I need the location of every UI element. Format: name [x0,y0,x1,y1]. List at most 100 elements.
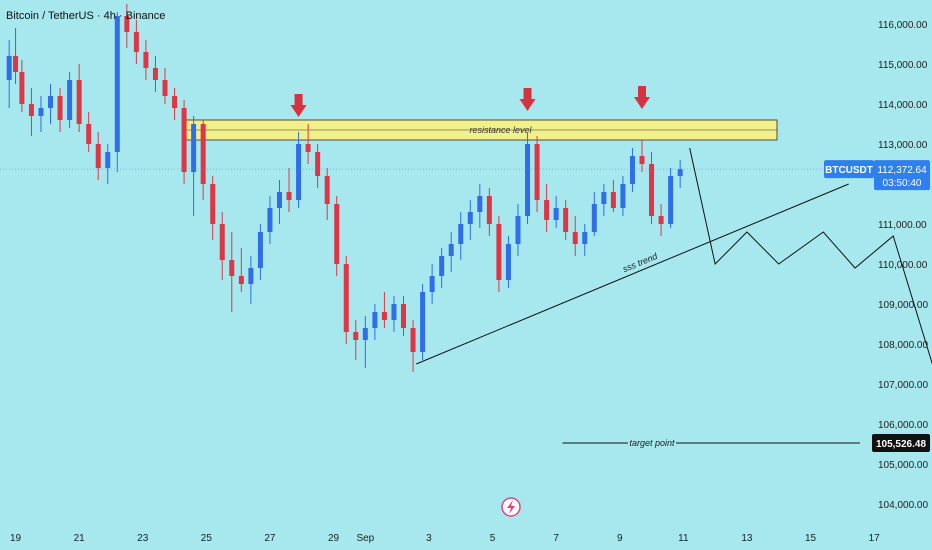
time-tick-label[interactable]: 5 [490,533,496,544]
symbol-tag-text: BTCUSDT [825,165,873,176]
candle-body [582,232,588,244]
price-tick-label[interactable]: 105,000.00 [878,460,928,471]
time-tick-label[interactable]: 17 [869,533,881,544]
candle-body [467,212,473,224]
price-tick-label[interactable]: 115,000.00 [878,60,928,71]
time-tick-label[interactable]: 21 [74,533,86,544]
candle-body [677,169,683,176]
candle-body [191,124,197,172]
candle-body [124,16,130,32]
chart-title: Bitcoin / TetherUS · 4h · Binance [6,10,166,22]
candle-body [668,176,674,224]
candle-body [401,304,406,328]
price-tick-label[interactable]: 111,000.00 [878,220,927,231]
target-label-bg [628,436,676,449]
time-tick-label[interactable]: 19 [10,533,22,544]
price-tick-label[interactable]: 106,000.00 [878,420,928,431]
candle-body [534,144,540,200]
price-tick-label[interactable]: 108,000.00 [878,340,928,351]
time-tick-label[interactable]: 13 [741,533,753,544]
candle-body [334,204,340,264]
time-tick-label[interactable]: Sep [356,533,374,544]
candle-body [6,56,12,80]
candle-body [372,312,378,328]
candle-body [133,32,139,52]
candle-body [95,144,101,168]
candle-body [229,260,235,276]
projection-path [689,147,932,365]
candle-body [48,96,54,108]
candle-body [67,80,73,120]
candle-body [219,224,225,260]
time-axis[interactable]: 192123252729Sep35791113151719212325 [10,533,932,544]
candle-body [324,176,330,204]
down-arrow-marker [634,97,650,109]
price-tick-label[interactable]: 114,000.00 [878,100,928,111]
candle-body [172,96,178,108]
time-tick-label[interactable]: 15 [805,533,817,544]
candle-body [257,232,263,268]
candle-body [544,200,550,220]
candle-body [76,80,82,124]
candle-body [639,156,645,164]
symbol-tag [824,160,874,179]
down-arrow-marker [290,105,307,117]
candle-body [525,144,531,216]
candle-body [296,144,302,200]
candle-body [362,328,368,340]
candle-body [629,156,635,184]
down-arrow-marker [523,88,532,100]
price-tick-label[interactable]: 107,000.00 [878,380,928,391]
candle-body [200,124,206,184]
price-tick-label[interactable]: 116,000.00 [878,20,928,31]
zone-layer: resistance level [183,119,778,141]
candle-body [410,328,416,352]
candle-body [286,192,292,200]
time-tick-label[interactable]: 9 [617,533,623,544]
price-tick-label[interactable]: 110,000.00 [878,260,928,271]
candle-body [486,196,492,224]
candle-body [649,164,655,216]
candle-body [28,104,34,116]
candle-body [343,264,349,332]
time-tick-label[interactable]: 27 [264,533,276,544]
countdown-value: 03:50:40 [883,178,922,189]
flash-logo-icon [507,500,515,514]
price-tick-label[interactable]: 113,000.00 [878,140,928,151]
candle-body [13,56,19,72]
target-price-value: 105,526.48 [876,439,926,450]
time-tick-label[interactable]: 11 [678,533,689,544]
candle-body [515,216,521,244]
price-tick-label[interactable]: 104,000.00 [878,500,928,511]
candle-body [181,108,187,172]
candle-body [248,268,254,284]
candle-body [381,312,387,320]
candle-body [315,152,321,176]
candle-body [553,208,559,220]
candle-body [429,276,435,292]
price-tick-label[interactable]: 109,000.00 [878,300,928,311]
candle-body [162,80,168,96]
candle-body [305,144,311,152]
price-tags: BTCUSDT 112,372.64 03:50:40 105,526.48 [824,160,930,452]
trendline [416,183,849,365]
candle-body [420,292,426,352]
time-tick-label[interactable]: 23 [137,533,149,544]
candle-body [152,68,158,80]
candle-body [353,332,359,340]
last-price-tag [874,160,930,191]
candle-body [105,152,111,168]
candle-body [210,184,216,224]
candle-body [267,208,273,232]
candle-body [57,96,63,120]
time-tick-label[interactable]: 7 [553,533,559,544]
time-tick-label[interactable]: 29 [328,533,340,544]
down-arrow-marker [294,94,303,106]
time-tick-label[interactable]: 25 [201,533,213,544]
candle-body [238,276,244,284]
candle-body [19,72,25,104]
time-tick-label[interactable]: 3 [426,533,432,544]
candle-body [143,52,149,68]
